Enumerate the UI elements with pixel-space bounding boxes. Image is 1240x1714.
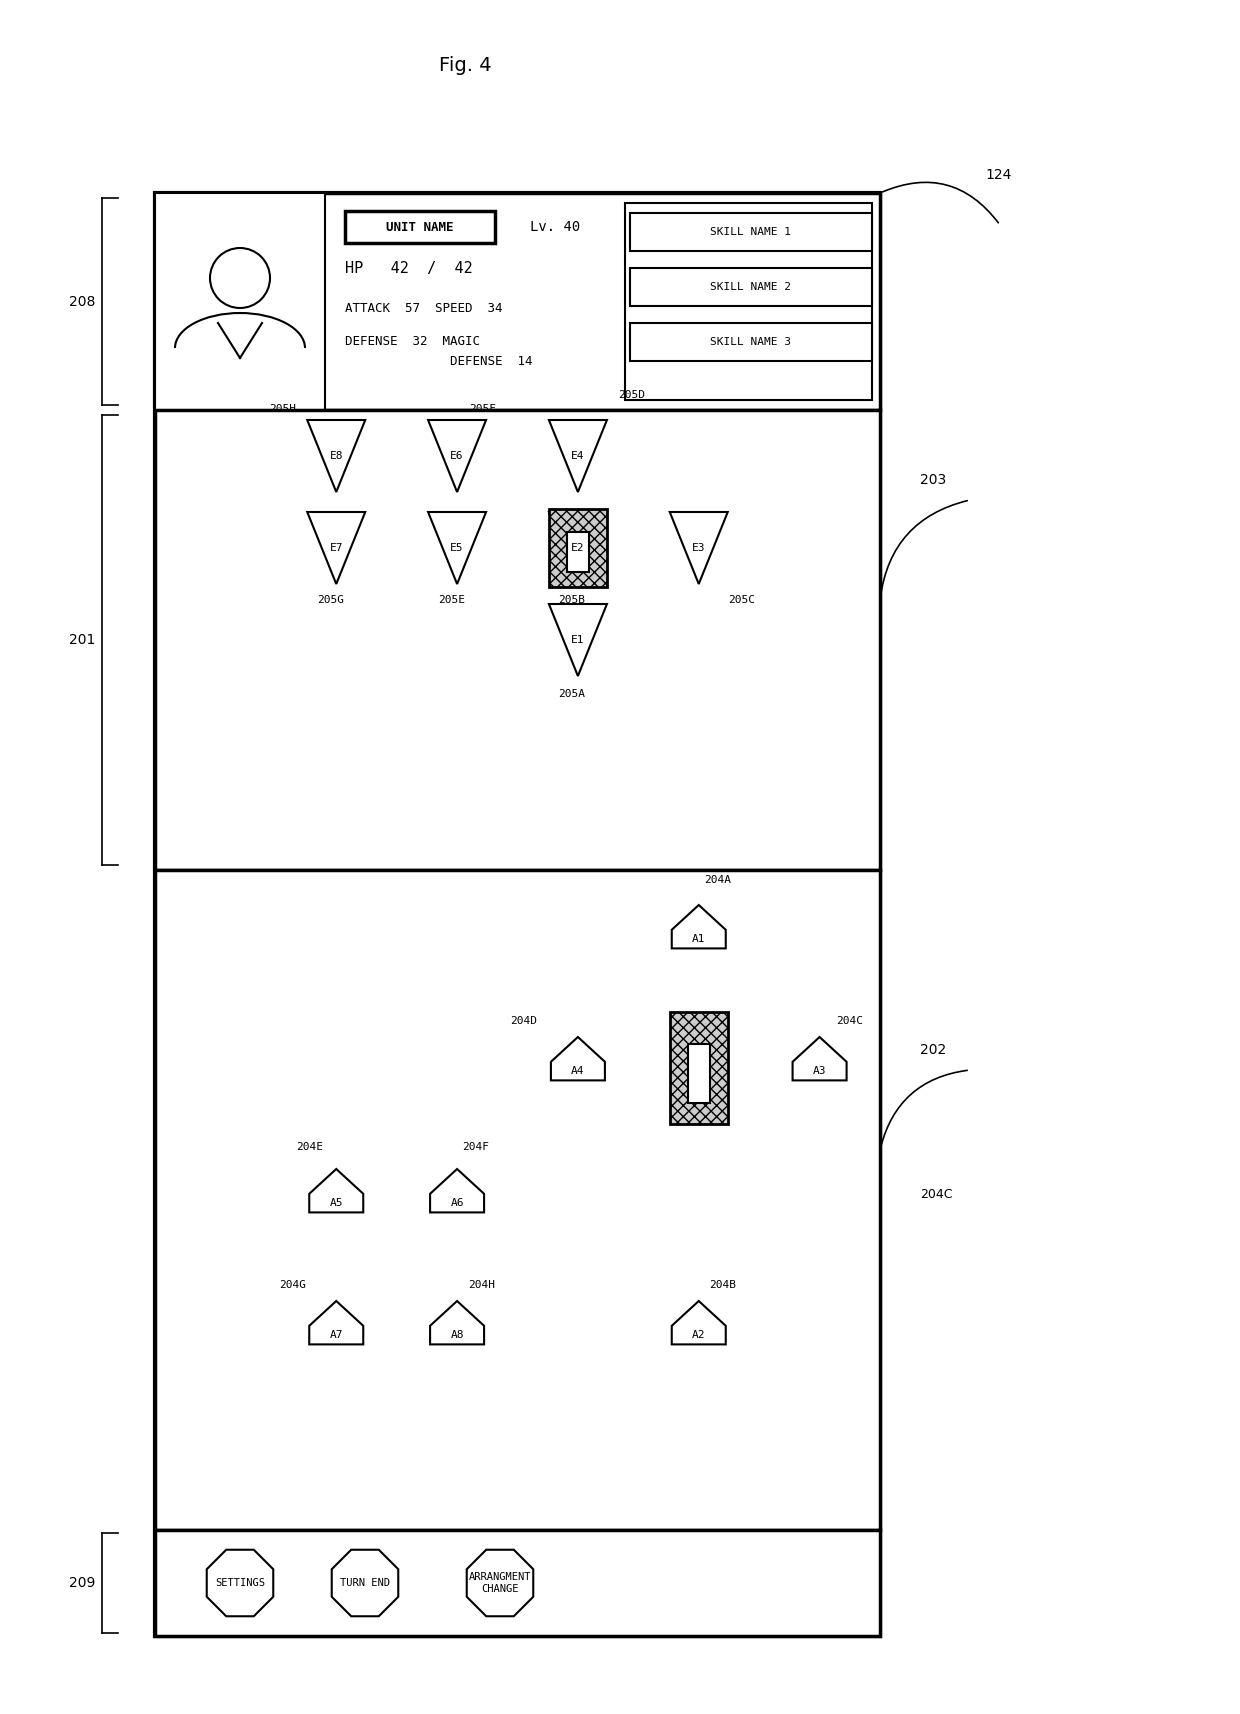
Polygon shape	[428, 512, 486, 584]
Text: 208: 208	[68, 295, 95, 309]
Bar	[155, 410, 880, 871]
Polygon shape	[549, 603, 606, 675]
Text: DEFENSE  14: DEFENSE 14	[345, 355, 532, 367]
Polygon shape	[466, 1549, 533, 1616]
Text: 204C: 204C	[836, 1016, 863, 1027]
Text: ATTACK  57  SPEED  34: ATTACK 57 SPEED 34	[345, 302, 502, 314]
Text: 204D: 204D	[511, 1016, 537, 1027]
Bar	[155, 194, 325, 410]
Text: 204G: 204G	[279, 1280, 306, 1291]
Text: 204H: 204H	[467, 1280, 495, 1291]
Text: E6: E6	[450, 451, 464, 461]
Text: A3: A3	[813, 1066, 826, 1076]
Polygon shape	[551, 1037, 605, 1080]
Bar	[630, 267, 872, 307]
Text: A8: A8	[450, 1330, 464, 1340]
Text: HP   42  /  42: HP 42 / 42	[345, 261, 472, 276]
Text: A4: A4	[572, 1066, 585, 1076]
Text: A6: A6	[450, 1198, 464, 1208]
Text: 124: 124	[985, 168, 1012, 182]
Text: ARRANGMENT
CHANGE: ARRANGMENT CHANGE	[469, 1572, 531, 1594]
Polygon shape	[430, 1301, 484, 1344]
Text: E2: E2	[572, 543, 585, 554]
Text: 205B: 205B	[558, 595, 585, 605]
Text: 203: 203	[920, 473, 946, 487]
Text: UNIT NAME: UNIT NAME	[386, 221, 454, 233]
Text: 205H: 205H	[269, 405, 295, 415]
Text: 209: 209	[68, 1575, 95, 1591]
Text: DEFENSE  32  MAGIC: DEFENSE 32 MAGIC	[345, 334, 480, 348]
Text: 204A: 204A	[704, 876, 730, 884]
Text: 205F: 205F	[469, 405, 496, 415]
Bar	[155, 1531, 880, 1635]
Text: SETTINGS: SETTINGS	[215, 1579, 265, 1587]
Bar	[630, 213, 872, 250]
Text: E1: E1	[572, 634, 585, 644]
Bar	[155, 871, 880, 1531]
Bar	[630, 322, 872, 362]
Text: 202: 202	[920, 1044, 946, 1058]
Polygon shape	[549, 420, 606, 492]
Text: E5: E5	[450, 543, 464, 554]
Bar	[155, 194, 880, 410]
Bar	[155, 194, 880, 1635]
Polygon shape	[309, 1301, 363, 1344]
Polygon shape	[792, 1037, 847, 1080]
Text: Fig. 4: Fig. 4	[439, 55, 491, 74]
Text: 205D: 205D	[619, 389, 646, 399]
Text: 205G: 205G	[317, 595, 343, 605]
Text: E7: E7	[330, 543, 343, 554]
Text: 205E: 205E	[438, 595, 465, 605]
Polygon shape	[332, 1549, 398, 1616]
Text: 201: 201	[68, 632, 95, 646]
Text: A7: A7	[330, 1330, 343, 1340]
Text: 204E: 204E	[296, 1142, 322, 1152]
Polygon shape	[308, 512, 366, 584]
Text: A2: A2	[692, 1330, 706, 1340]
Polygon shape	[672, 905, 725, 948]
Text: E3: E3	[692, 543, 706, 554]
Text: A5: A5	[330, 1198, 343, 1208]
Bar	[625, 202, 872, 399]
Polygon shape	[430, 1169, 484, 1212]
Text: 204F: 204F	[463, 1142, 490, 1152]
Circle shape	[210, 249, 270, 309]
Polygon shape	[672, 1301, 725, 1344]
Text: 204C: 204C	[920, 1188, 952, 1202]
Polygon shape	[428, 420, 486, 492]
Text: SKILL NAME 2: SKILL NAME 2	[711, 283, 791, 291]
Bar	[549, 509, 606, 588]
Bar	[688, 1044, 709, 1102]
Text: SKILL NAME 1: SKILL NAME 1	[711, 226, 791, 237]
Polygon shape	[309, 1169, 363, 1212]
Text: E4: E4	[572, 451, 585, 461]
Text: 204B: 204B	[709, 1280, 737, 1291]
Text: A1: A1	[692, 934, 706, 944]
Polygon shape	[207, 1549, 273, 1616]
Polygon shape	[670, 512, 728, 584]
Text: 205A: 205A	[558, 689, 585, 699]
Text: SKILL NAME 3: SKILL NAME 3	[711, 338, 791, 346]
Bar	[345, 211, 495, 243]
Text: TURN END: TURN END	[340, 1579, 391, 1587]
Text: E8: E8	[330, 451, 343, 461]
Polygon shape	[549, 512, 606, 584]
Polygon shape	[308, 420, 366, 492]
Text: 205C: 205C	[728, 595, 755, 605]
Text: Lv. 40: Lv. 40	[529, 219, 580, 235]
Bar	[670, 1011, 728, 1124]
Bar	[567, 531, 589, 572]
